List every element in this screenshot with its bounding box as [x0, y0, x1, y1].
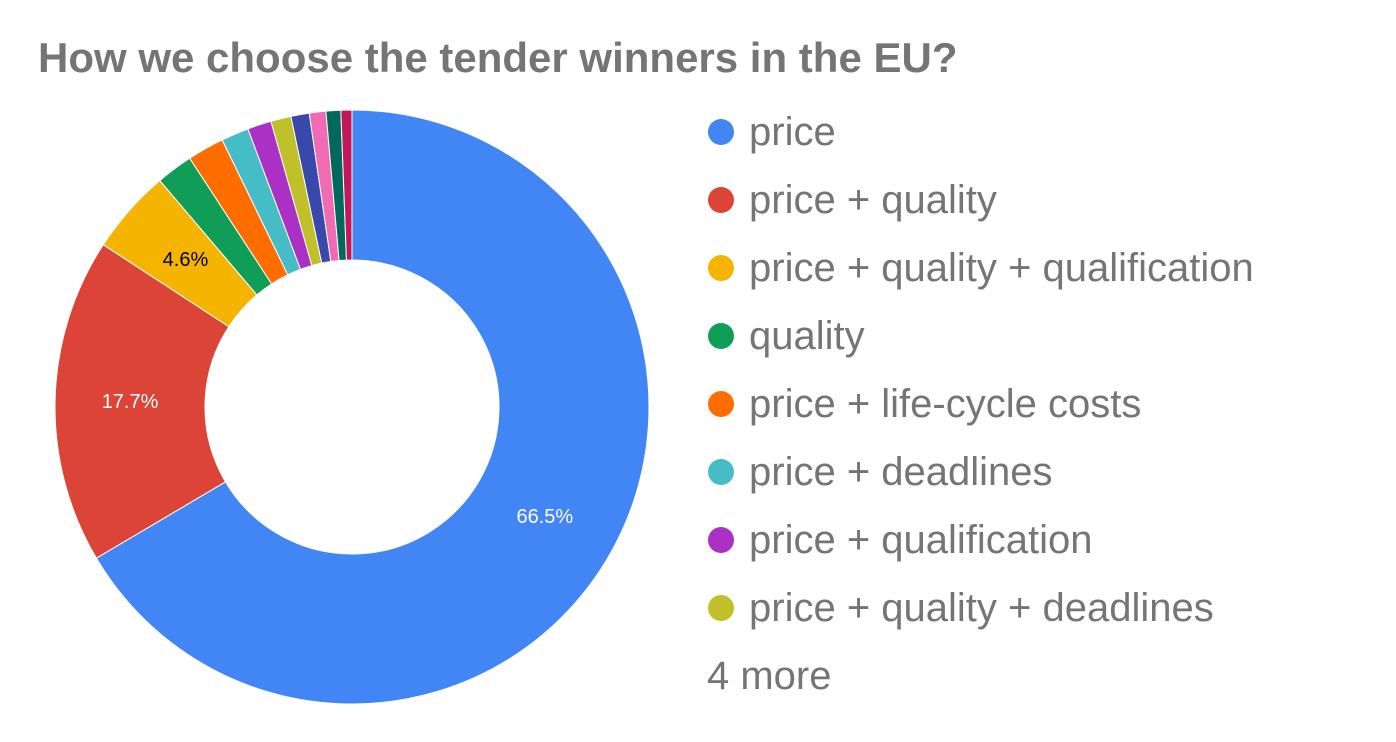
legend-label: price + quality — [749, 177, 997, 222]
slice-data-label-3: 4.6% — [163, 249, 209, 271]
legend-swatch-icon — [708, 255, 734, 281]
chart-title: How we choose the tender winners in the … — [38, 34, 958, 81]
legend-item: price — [705, 98, 1254, 166]
donut-slice-1 — [95, 109, 650, 705]
slice-data-label-2: 17.7% — [102, 391, 159, 413]
legend-label: price + quality + deadlines — [749, 585, 1214, 630]
donut-slice-12 — [340, 109, 353, 261]
legend-label: price + quality + qualification — [749, 245, 1254, 290]
slice-data-label-1: 66.5% — [516, 506, 573, 528]
legend-label: price + qualification — [749, 517, 1093, 562]
legend-item: price + quality — [705, 166, 1254, 234]
chart-legend: price price + quality price + quality + qu… — [705, 98, 1254, 710]
legend-more-link[interactable]: 4 more — [707, 653, 832, 698]
legend-label: price + deadlines — [749, 449, 1053, 494]
slice-labels: 66.5% 17.7% 4.6% — [102, 249, 574, 528]
legend-item: price + deadlines — [705, 438, 1254, 506]
legend-swatch-icon — [708, 323, 734, 349]
legend-swatch-icon — [708, 391, 734, 417]
legend-swatch-icon — [708, 119, 734, 145]
legend-swatch-icon — [708, 459, 734, 485]
legend-item: price + qualification — [705, 506, 1254, 574]
legend-item: price + life-cycle costs — [705, 370, 1254, 438]
legend-item: price + quality + qualification — [705, 234, 1254, 302]
legend-swatch-icon — [708, 527, 734, 553]
donut-chart: 66.5% 17.7% 4.6% — [54, 109, 650, 705]
donut-slices — [54, 109, 650, 705]
legend-item: price + quality + deadlines — [705, 574, 1254, 642]
legend-label: price + life-cycle costs — [749, 381, 1142, 426]
donut-slice-2 — [54, 244, 230, 559]
legend-swatch-icon — [708, 595, 734, 621]
legend-item: quality — [705, 302, 1254, 370]
legend-label: price — [749, 109, 836, 154]
legend-label: quality — [749, 313, 865, 358]
legend-swatch-icon — [708, 187, 734, 213]
